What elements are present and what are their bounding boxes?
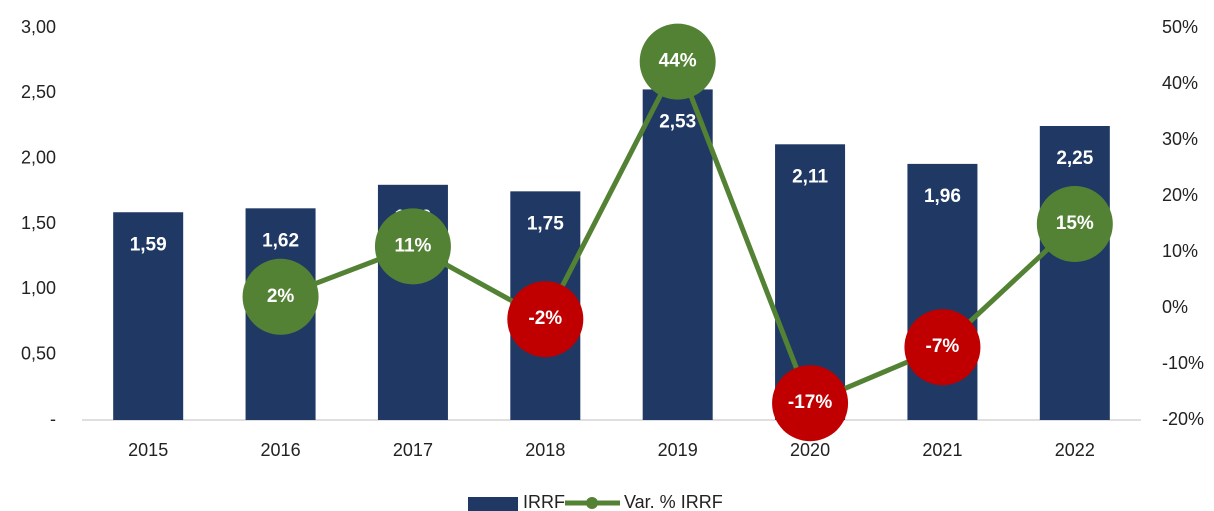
- y2-tick-label: -20%: [1162, 409, 1204, 429]
- legend-label: IRRF: [523, 492, 565, 511]
- line-label: -7%: [926, 336, 960, 357]
- line-marker: [904, 309, 981, 386]
- bar-label: 2,53: [659, 111, 696, 132]
- line-label: 11%: [394, 235, 431, 256]
- x-tick-label: 2018: [525, 440, 565, 460]
- legend-label: Var. % IRRF: [624, 492, 723, 511]
- y-tick-label: 3,00: [21, 17, 56, 37]
- line-label: 44%: [659, 51, 697, 72]
- bar-label: 1,75: [527, 213, 564, 234]
- x-tick-label: 2020: [790, 440, 830, 460]
- y-tick-label: 0,50: [21, 343, 56, 363]
- bar-label: 2,25: [1056, 148, 1093, 169]
- line-marker: [639, 23, 716, 100]
- y2-tick-label: 40%: [1162, 73, 1198, 93]
- y2-tick-label: 0%: [1162, 297, 1188, 317]
- y2-tick-label: 20%: [1162, 185, 1198, 205]
- bar-label: 2,11: [792, 166, 828, 187]
- line-marker: [772, 365, 849, 442]
- bar-label: 1,96: [924, 186, 961, 207]
- x-tick-label: 2016: [261, 440, 301, 460]
- line-label: -17%: [788, 392, 832, 413]
- bar: [113, 212, 184, 420]
- y-tick-label: 2,00: [21, 147, 56, 167]
- x-tick-label: 2022: [1055, 440, 1095, 460]
- y2-tick-label: 50%: [1162, 17, 1198, 37]
- y-tick-label: 1,50: [21, 213, 56, 233]
- x-tick-label: 2019: [658, 440, 698, 460]
- y-tick-label: -: [50, 409, 56, 429]
- y2-tick-label: 30%: [1162, 129, 1198, 149]
- line-label: 2%: [267, 286, 295, 307]
- line-marker: [242, 258, 319, 335]
- line-label: -2%: [528, 308, 562, 329]
- legend-swatch: [586, 497, 598, 509]
- x-tick-label: 2021: [922, 440, 962, 460]
- y-tick-label: 1,00: [21, 278, 56, 298]
- legend-swatch: [468, 497, 518, 511]
- line-marker: [507, 281, 584, 358]
- line-marker: [1036, 186, 1113, 262]
- bar-label: 1,59: [130, 234, 167, 255]
- y2-tick-label: -10%: [1162, 353, 1204, 373]
- bar-label: 1,62: [262, 230, 299, 251]
- y2-tick-label: 10%: [1162, 241, 1198, 261]
- y-tick-label: 2,50: [21, 82, 56, 102]
- x-tick-label: 2017: [393, 440, 433, 460]
- x-tick-label: 2015: [128, 440, 168, 460]
- line-marker: [374, 208, 451, 285]
- bar: [642, 89, 713, 420]
- bar: [1039, 126, 1110, 420]
- line-label: 15%: [1056, 213, 1094, 234]
